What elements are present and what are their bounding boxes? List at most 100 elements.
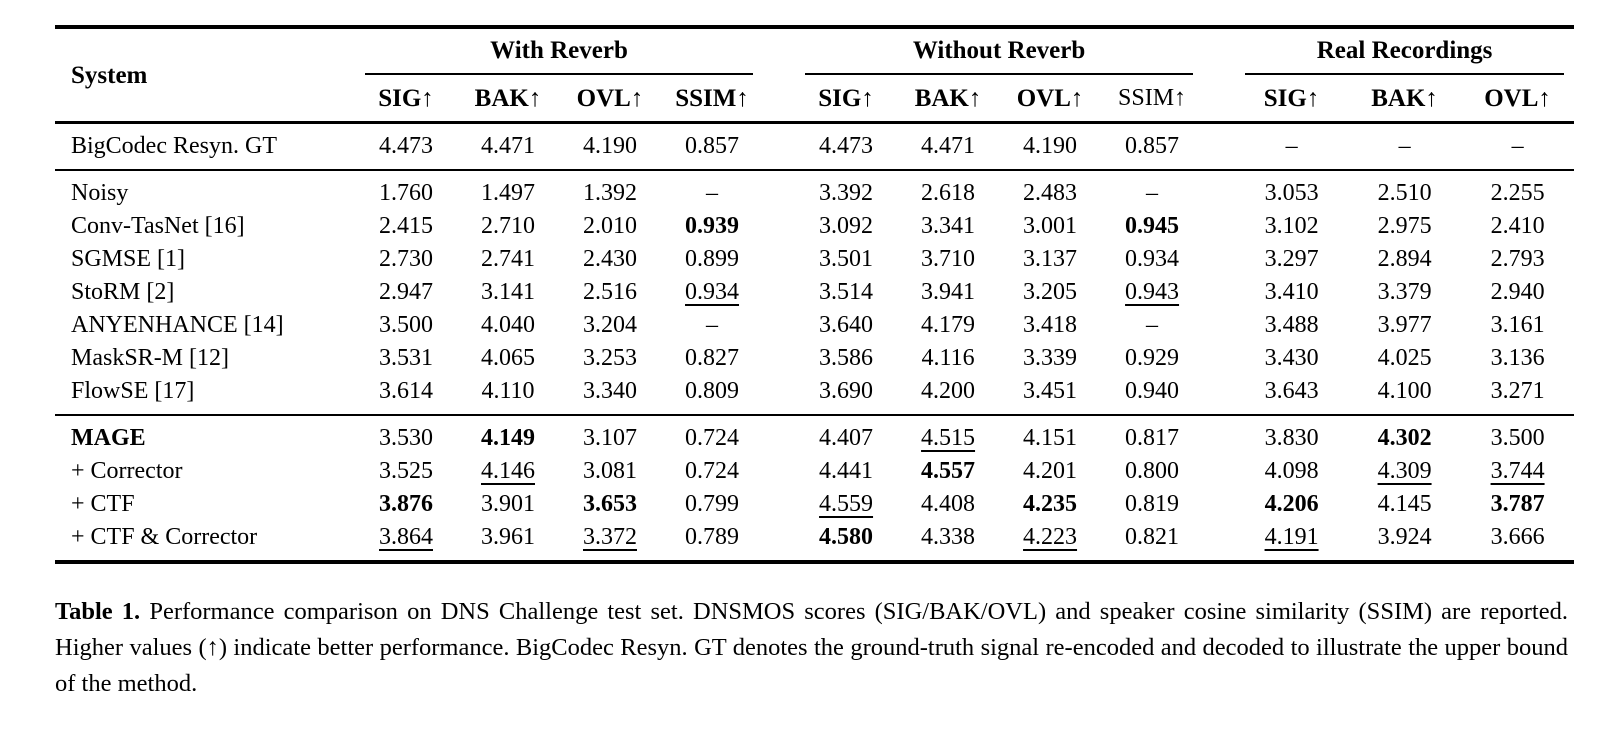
cell-value: 3.053 — [1264, 180, 1319, 206]
value-cell: 3.488 — [1235, 309, 1348, 342]
value-cell: 3.451 — [999, 375, 1101, 415]
value-cell: 4.557 — [897, 455, 999, 488]
cell-value: 0.934 — [1125, 246, 1180, 272]
value-cell: 3.690 — [795, 375, 897, 415]
value-cell: 3.500 — [1461, 415, 1574, 455]
row-label: BigCodec Resyn. GT — [71, 133, 277, 159]
cell-spacer — [763, 342, 795, 375]
cell-spacer — [1203, 375, 1235, 415]
row-label-cell: MAGE — [55, 415, 355, 455]
cell-value: 3.137 — [1023, 246, 1078, 272]
cell-spacer — [1203, 210, 1235, 243]
row-label: + Corrector — [71, 458, 183, 484]
table-row: SGMSE [1] 2.730 2.741 2.430 0.899 3.501 3.710 3… — [55, 243, 1574, 276]
cell-value: 4.179 — [921, 312, 976, 338]
value-cell: 3.204 — [559, 309, 661, 342]
table-section: Noisy 1.760 1.497 1.392 – 3.392 2.618 2.483 – 3.0… — [55, 170, 1575, 415]
cell-value: 3.961 — [481, 524, 535, 550]
cell-value: 2.730 — [379, 246, 433, 272]
cell-value: 1.497 — [481, 180, 535, 206]
value-cell: 0.819 — [1101, 488, 1203, 521]
cell-value: 3.640 — [819, 312, 874, 338]
cell-spacer — [1203, 309, 1235, 342]
cell-spacer — [763, 123, 795, 171]
row-label-cell: StoRM [2] — [55, 276, 355, 309]
cell-value: 0.929 — [1125, 345, 1180, 371]
cell-value: 3.525 — [379, 458, 433, 484]
cell-value: 3.410 — [1264, 279, 1319, 305]
cell-value: 2.975 — [1377, 213, 1432, 239]
cell-value: 4.116 — [921, 345, 975, 371]
cell-value: 0.939 — [685, 213, 740, 239]
cell-value: 2.510 — [1377, 180, 1432, 206]
cell-value: 4.190 — [583, 133, 637, 159]
metric-column-header: SSIM↑ — [675, 84, 749, 112]
cell-value: 3.901 — [481, 491, 535, 517]
row-label-cell: SGMSE [1] — [55, 243, 355, 276]
row-label-cell: BigCodec Resyn. GT — [55, 123, 355, 171]
cell-value: 4.408 — [921, 491, 976, 517]
metric-column-header: BAK↑ — [474, 84, 542, 112]
value-cell: 4.201 — [999, 455, 1101, 488]
system-column-header: System — [71, 61, 148, 89]
column-header-row: SIG↑ BAK↑ OVL↑ SSIM↑ SIG↑ BAK↑ OVL↑ SSIM↑ SIG↑ BA… — [55, 75, 1574, 123]
table-row: MAGE 3.530 4.149 3.107 0.724 4.407 4.515 4.151 0… — [55, 415, 1574, 455]
cell-value: 3.876 — [379, 491, 433, 517]
row-label: + CTF — [71, 491, 135, 517]
value-cell: 3.081 — [559, 455, 661, 488]
cell-value: 3.500 — [1490, 425, 1545, 451]
cell-value: 4.190 — [1023, 133, 1078, 159]
cell-value: 3.372 — [583, 524, 637, 550]
cell-spacer — [763, 243, 795, 276]
value-cell: 3.137 — [999, 243, 1101, 276]
cell-spacer — [1203, 455, 1235, 488]
value-cell: 3.107 — [559, 415, 661, 455]
cell-spacer — [763, 276, 795, 309]
cell-value: 4.065 — [481, 345, 535, 371]
cell-value: 3.001 — [1023, 213, 1078, 239]
cell-value: 4.559 — [819, 491, 874, 517]
value-cell: 4.309 — [1348, 455, 1461, 488]
row-label: ANYENHANCE [14] — [71, 312, 284, 338]
value-cell: 3.830 — [1235, 415, 1348, 455]
cell-value: 1.760 — [379, 180, 433, 206]
cell-value: 4.473 — [819, 133, 874, 159]
value-cell: 3.141 — [457, 276, 559, 309]
cell-value: 4.110 — [481, 378, 535, 404]
value-cell: 4.441 — [795, 455, 897, 488]
value-cell: 2.793 — [1461, 243, 1574, 276]
cell-value: 0.857 — [685, 133, 740, 159]
cell-value: 3.744 — [1490, 458, 1545, 484]
value-cell: 3.666 — [1461, 521, 1574, 562]
value-cell: 1.760 — [355, 170, 457, 210]
value-cell: 3.787 — [1461, 488, 1574, 521]
value-cell: 3.297 — [1235, 243, 1348, 276]
cell-value: 3.204 — [583, 312, 637, 338]
cell-value: 3.271 — [1490, 378, 1545, 404]
cell-value: 2.430 — [583, 246, 637, 272]
value-cell: 4.515 — [897, 415, 999, 455]
value-cell: 0.799 — [661, 488, 763, 521]
group-underline-rule — [805, 73, 1194, 75]
value-cell: 2.940 — [1461, 276, 1574, 309]
cell-value: 0.789 — [685, 524, 740, 550]
table-row: + Corrector 3.525 4.146 3.081 0.724 4.441 4.55… — [55, 455, 1574, 488]
value-cell: 4.100 — [1348, 375, 1461, 415]
row-label-cell: Noisy — [55, 170, 355, 210]
cell-value: 3.787 — [1490, 491, 1545, 517]
cell-value: 3.081 — [583, 458, 637, 484]
results-table: System With Reverb Without Reverb Real Reco… — [55, 25, 1575, 564]
value-cell: – — [1235, 123, 1348, 171]
value-cell: 2.255 — [1461, 170, 1574, 210]
value-cell: 2.410 — [1461, 210, 1574, 243]
value-cell: 4.098 — [1235, 455, 1348, 488]
value-cell: 0.934 — [1101, 243, 1203, 276]
row-label: SGMSE [1] — [71, 246, 186, 272]
cell-value: 0.800 — [1125, 458, 1180, 484]
cell-value: 3.488 — [1264, 312, 1319, 338]
value-cell: 3.001 — [999, 210, 1101, 243]
value-cell: 3.640 — [795, 309, 897, 342]
row-label: Conv-TasNet [16] — [71, 213, 245, 239]
cell-value: 4.098 — [1264, 458, 1319, 484]
metric-column-header: SIG↑ — [1263, 84, 1320, 112]
